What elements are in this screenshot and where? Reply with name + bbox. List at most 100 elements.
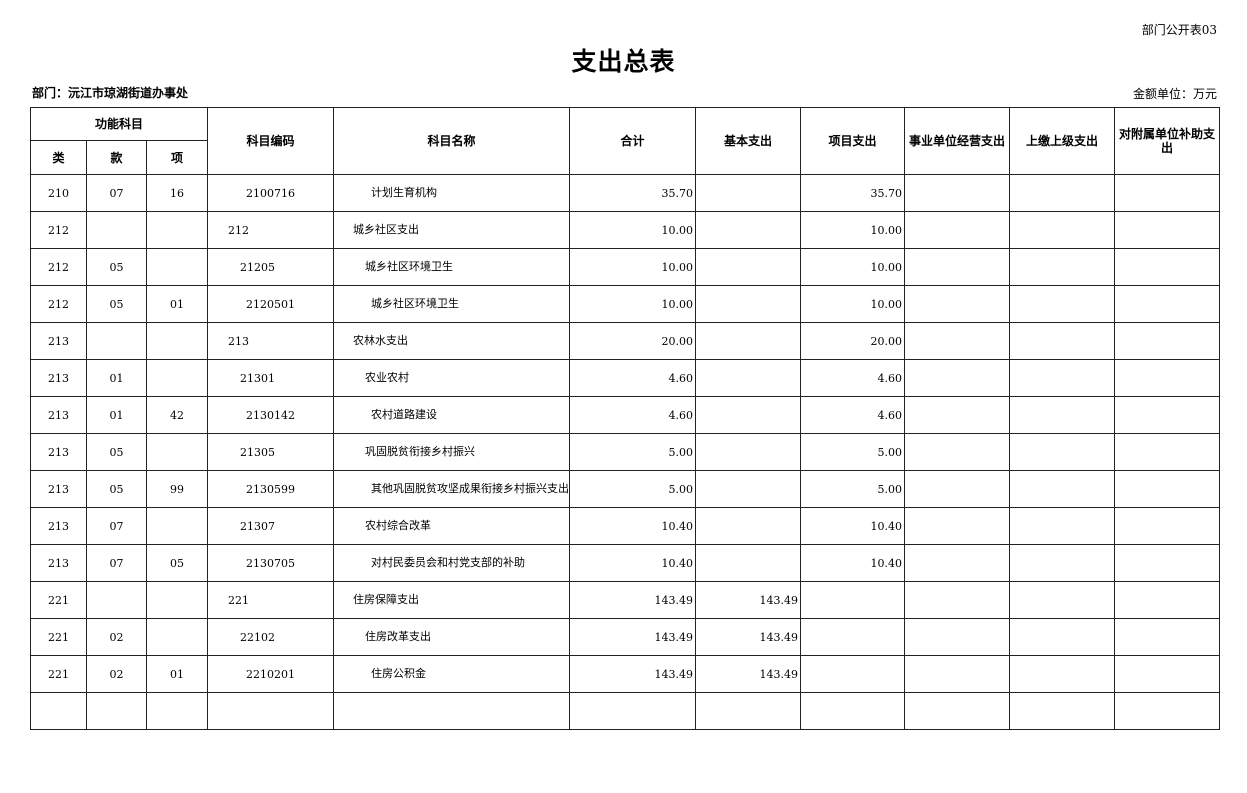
cell-lei — [30, 692, 87, 730]
cell-total: 10.00 — [569, 211, 697, 249]
cell-lei: 221 — [30, 655, 87, 693]
cell-upper — [1009, 359, 1116, 397]
cell-subsidy — [1114, 433, 1221, 471]
cell-basic: 143.49 — [695, 655, 802, 693]
cell-xiang — [145, 433, 209, 471]
cell-subsidy — [1114, 359, 1221, 397]
header-kuan: 款 — [86, 140, 147, 175]
cell-business — [904, 507, 1011, 545]
cell-subsidy — [1114, 544, 1221, 582]
form-number: 部门公开表03 — [1141, 23, 1217, 37]
cell-name: 对村民委员会和村党支部的补助 — [333, 544, 571, 582]
cell-upper — [1009, 581, 1116, 619]
cell-project: 5.00 — [800, 470, 906, 508]
cell-subsidy — [1114, 396, 1221, 434]
cell-basic — [695, 174, 802, 212]
cell-basic — [695, 692, 802, 730]
cell-kuan: 02 — [86, 655, 147, 693]
header-business: 事业单位经营支出 — [904, 107, 1011, 175]
table-row: 212 05 01 2120501 城乡社区环境卫生 10.00 10.00 — [30, 285, 1221, 323]
cell-project: 4.60 — [800, 359, 906, 397]
cell-code: 213 — [207, 322, 335, 360]
header-function-subject: 功能科目 — [29, 107, 209, 141]
cell-kuan — [86, 692, 147, 730]
cell-xiang — [145, 618, 209, 656]
cell-basic — [695, 211, 802, 249]
cell-total: 5.00 — [569, 433, 697, 471]
cell-lei: 212 — [30, 211, 87, 249]
cell-name: 农林水支出 — [333, 322, 571, 360]
cell-lei: 213 — [30, 507, 87, 545]
table-row: 213 01 42 2130142 农村道路建设 4.60 4.60 — [30, 396, 1221, 434]
cell-upper — [1009, 692, 1116, 730]
table-row — [30, 692, 1221, 730]
cell-subsidy — [1114, 211, 1221, 249]
cell-upper — [1009, 248, 1116, 286]
cell-code: 21301 — [207, 359, 335, 397]
table-row: 213 01 21301 农业农村 4.60 4.60 — [30, 359, 1221, 397]
cell-code: 2210201 — [207, 655, 335, 693]
cell-project — [800, 618, 906, 656]
cell-project: 35.70 — [800, 174, 906, 212]
cell-xiang: 16 — [145, 174, 209, 212]
cell-total — [569, 692, 697, 730]
cell-basic — [695, 396, 802, 434]
cell-total: 4.60 — [569, 396, 697, 434]
cell-lei: 221 — [30, 618, 87, 656]
cell-subsidy — [1114, 507, 1221, 545]
header-basic: 基本支出 — [695, 107, 802, 175]
cell-project: 10.40 — [800, 507, 906, 545]
cell-kuan: 02 — [86, 618, 147, 656]
cell-basic: 143.49 — [695, 581, 802, 619]
cell-basic — [695, 285, 802, 323]
cell-xiang — [145, 692, 209, 730]
cell-kuan: 05 — [86, 470, 147, 508]
cell-project: 10.40 — [800, 544, 906, 582]
cell-kuan: 05 — [86, 433, 147, 471]
cell-kuan: 01 — [86, 396, 147, 434]
cell-lei: 213 — [30, 322, 87, 360]
cell-business — [904, 322, 1011, 360]
cell-total: 143.49 — [569, 581, 697, 619]
cell-code: 212 — [207, 211, 335, 249]
cell-name: 其他巩固脱贫攻坚成果衔接乡村振兴支出 — [333, 470, 571, 508]
cell-project: 10.00 — [800, 285, 906, 323]
cell-upper — [1009, 211, 1116, 249]
header-total: 合计 — [569, 107, 697, 175]
cell-basic — [695, 544, 802, 582]
cell-kuan: 07 — [86, 174, 147, 212]
cell-business — [904, 544, 1011, 582]
cell-upper — [1009, 618, 1116, 656]
table-row: 213 07 21307 农村综合改革 10.40 10.40 — [30, 507, 1221, 545]
cell-upper — [1009, 470, 1116, 508]
cell-name: 计划生育机构 — [333, 174, 571, 212]
cell-total: 10.40 — [569, 544, 697, 582]
header-xiang: 项 — [145, 140, 209, 175]
cell-lei: 221 — [30, 581, 87, 619]
cell-upper — [1009, 507, 1116, 545]
header-code: 科目编码 — [207, 107, 335, 175]
cell-total: 35.70 — [569, 174, 697, 212]
cell-code: 221 — [207, 581, 335, 619]
cell-code: 2100716 — [207, 174, 335, 212]
cell-lei: 213 — [30, 544, 87, 582]
cell-subsidy — [1114, 322, 1221, 360]
cell-subsidy — [1114, 618, 1221, 656]
table-row: 221 02 01 2210201 住房公积金 143.49 143.49 — [30, 655, 1221, 693]
cell-business — [904, 396, 1011, 434]
cell-code: 21307 — [207, 507, 335, 545]
cell-name: 住房保障支出 — [333, 581, 571, 619]
cell-lei: 210 — [30, 174, 87, 212]
cell-project: 20.00 — [800, 322, 906, 360]
cell-kuan: 07 — [86, 507, 147, 545]
cell-lei: 213 — [30, 396, 87, 434]
cell-xiang: 01 — [145, 285, 209, 323]
cell-xiang — [145, 211, 209, 249]
cell-xiang: 01 — [145, 655, 209, 693]
cell-xiang — [145, 322, 209, 360]
cell-code: 21205 — [207, 248, 335, 286]
cell-code: 2130599 — [207, 470, 335, 508]
cell-kuan: 05 — [86, 248, 147, 286]
cell-project: 4.60 — [800, 396, 906, 434]
cell-business — [904, 285, 1011, 323]
